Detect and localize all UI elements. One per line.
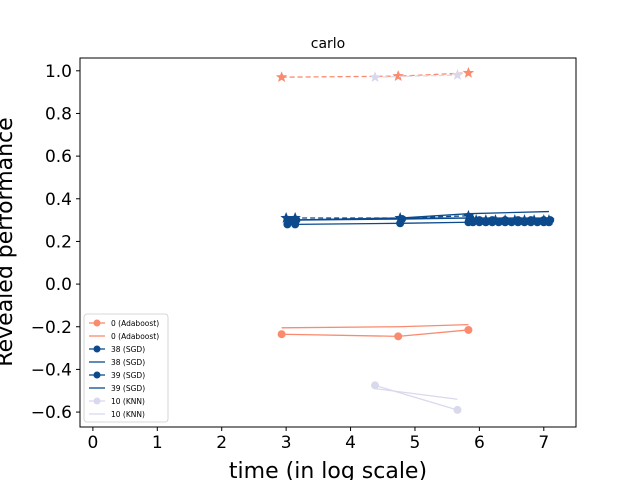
y-tick-label: −0.6 [31, 403, 72, 423]
y-tick-label: 0.6 [45, 147, 72, 167]
data-point-star [369, 71, 381, 83]
x-tick-label: 2 [216, 433, 227, 453]
data-point-star [275, 71, 288, 83]
data-point-star [462, 66, 475, 78]
legend-label: 10 (KNN) [111, 410, 145, 419]
data-point-star [489, 214, 502, 225]
data-point-star [543, 214, 555, 225]
x-tick-label: 7 [538, 433, 549, 453]
x-tick-label: 0 [87, 433, 98, 453]
legend-label: 38 (SGD) [111, 345, 145, 354]
legend-swatch-marker [93, 397, 101, 405]
data-point-star [280, 211, 292, 223]
x-tick-label: 4 [345, 433, 356, 453]
y-tick-label: 0.0 [45, 275, 72, 295]
data-point [453, 405, 462, 414]
data-point-star [518, 214, 531, 225]
data-point-star [538, 214, 550, 225]
data-point-star [462, 209, 475, 221]
x-axis-label: time (in log scale) [229, 459, 427, 480]
legend-label: 39 (SGD) [111, 384, 145, 393]
data-point-star [480, 214, 492, 225]
series-line [281, 323, 469, 329]
x-tick-label: 6 [474, 433, 485, 453]
legend-label: 10 (KNN) [111, 397, 145, 406]
y-tick-label: 0.2 [45, 232, 72, 252]
legend: 0 (Adaboost) 0 (Adaboost) 38 (SGD) 38 (SGD)… [83, 313, 169, 423]
series-line [375, 74, 458, 78]
data-point [277, 330, 286, 339]
data-point-star [470, 214, 482, 225]
legend-label: 0 (Adaboost) [111, 332, 159, 341]
y-axis-label: Revealed performance [0, 117, 18, 366]
series-line [289, 217, 551, 221]
series-line [281, 329, 469, 338]
legend-label: 0 (Adaboost) [111, 319, 159, 328]
y-axis: 1.0 0.8 0.6 0.4 0.2 0.0 −0.2 −0.4 −0.6 [31, 62, 80, 423]
y-tick-label: 0.8 [45, 104, 72, 124]
data-point [464, 325, 473, 334]
series-line [374, 384, 458, 411]
chart-title: carlo [311, 36, 346, 52]
legend-swatch-marker [93, 319, 101, 327]
y-tick-label: −0.2 [31, 318, 72, 338]
x-tick-label: 3 [281, 433, 292, 453]
x-tick-label: 5 [410, 433, 421, 453]
data-point-star [528, 214, 540, 225]
legend-swatch-marker [93, 371, 101, 379]
x-tick-label: 1 [152, 433, 163, 453]
series-line [374, 387, 458, 400]
plot-marks [275, 66, 555, 414]
y-tick-label: −0.4 [31, 360, 72, 380]
y-tick-label: 0.4 [45, 190, 72, 210]
data-point-star [289, 211, 301, 223]
data-point-star [451, 69, 464, 80]
data-point [394, 332, 403, 341]
legend-swatch-marker [93, 345, 101, 353]
data-point-star [499, 214, 511, 225]
plot-frame [79, 57, 577, 428]
x-axis: 0 1 2 3 4 5 6 7 [87, 427, 549, 453]
legend-label: 38 (SGD) [111, 358, 145, 367]
data-point [371, 381, 380, 390]
data-point-star [394, 211, 406, 223]
legend-box [83, 313, 169, 423]
data-point-star [509, 214, 521, 225]
data-point-star [392, 70, 404, 81]
legend-label: 39 (SGD) [111, 371, 145, 380]
y-tick-label: 1.0 [45, 62, 72, 82]
